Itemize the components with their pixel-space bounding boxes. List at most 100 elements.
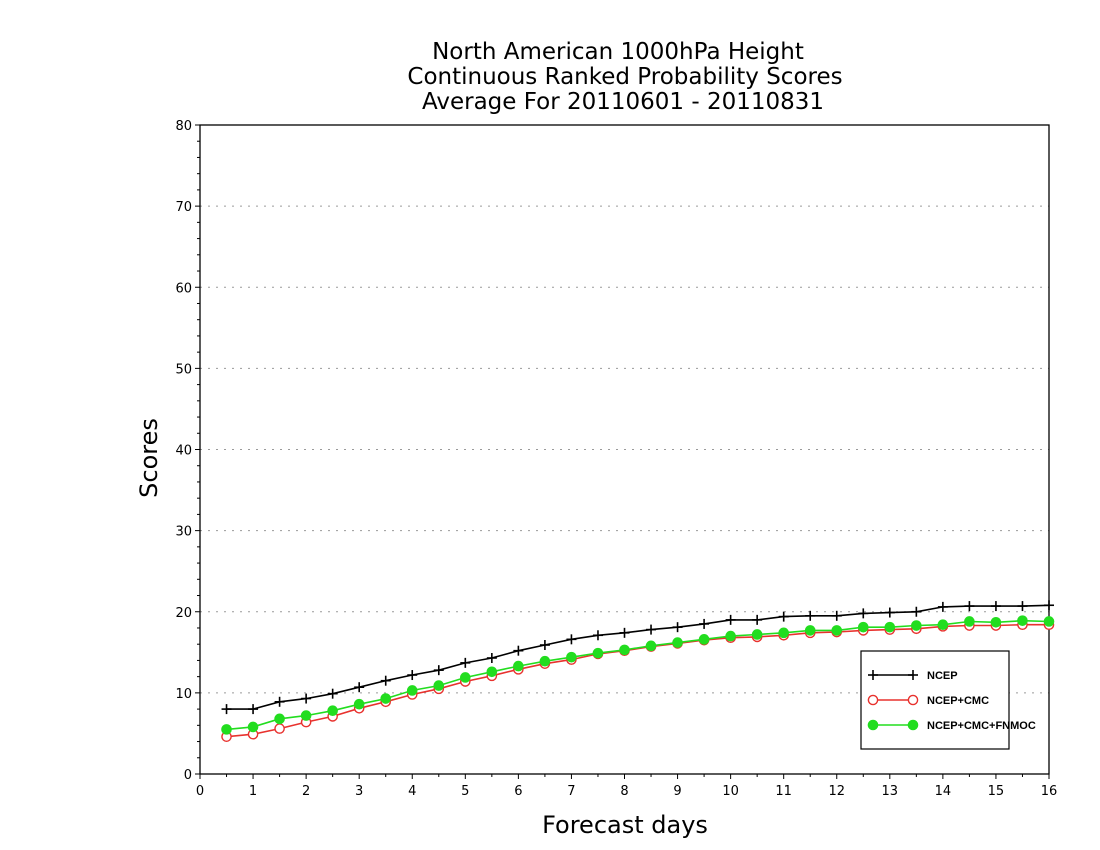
data-point — [460, 657, 471, 668]
x-tick-label: 1 — [249, 784, 257, 799]
data-point — [672, 637, 683, 648]
data-point — [1017, 615, 1028, 626]
chart-title-line-1: North American 1000hPa Height — [432, 39, 804, 65]
x-tick-label: 16 — [1041, 784, 1058, 799]
x-tick-label: 12 — [828, 784, 845, 799]
data-point — [1017, 601, 1028, 612]
legend-marker — [908, 670, 918, 680]
legend-marker — [867, 694, 879, 706]
y-tick-label: 50 — [175, 362, 192, 377]
x-tick-label: 11 — [775, 784, 792, 799]
legend-label: NCEP+CMC+FNMOC — [927, 720, 1036, 732]
data-point — [592, 647, 604, 659]
y-tick-label: 80 — [175, 119, 192, 134]
data-point — [857, 621, 869, 633]
y-tick-label: 20 — [175, 606, 192, 621]
data-point — [619, 627, 630, 638]
data-point — [1043, 616, 1055, 627]
data-point — [433, 680, 445, 691]
y-tick-label: 40 — [175, 444, 192, 459]
legend-marker — [868, 670, 878, 680]
y-tick-label: 30 — [175, 525, 192, 540]
x-tick-label: 8 — [620, 784, 628, 799]
data-point — [858, 608, 869, 619]
data-point — [300, 710, 312, 721]
data-point — [301, 693, 312, 704]
data-point — [804, 625, 816, 636]
data-point — [805, 610, 816, 621]
x-tick-label: 14 — [935, 784, 952, 799]
data-point — [486, 652, 497, 663]
y-tick-label: 70 — [175, 200, 192, 215]
data-point — [619, 644, 630, 656]
x-tick-label: 13 — [882, 784, 899, 799]
data-point — [698, 634, 710, 645]
data-point — [566, 634, 577, 645]
data-point — [646, 624, 657, 635]
data-point — [247, 721, 259, 733]
data-point — [353, 698, 365, 710]
data-point — [911, 606, 922, 617]
data-point — [327, 688, 338, 699]
data-point — [433, 665, 444, 676]
legend-label: NCEP — [927, 670, 958, 682]
data-point — [884, 621, 896, 633]
x-tick-label: 10 — [722, 784, 739, 799]
data-point — [990, 616, 1002, 628]
data-point — [248, 704, 259, 715]
x-tick-label: 4 — [408, 784, 416, 799]
data-point — [699, 618, 710, 629]
legend: NCEP NCEP+CMC NCEP+CMC+FNMOC — [860, 650, 1036, 750]
data-point — [964, 616, 975, 627]
y-tick-label: 10 — [175, 687, 192, 702]
x-tick-label: 5 — [461, 784, 469, 799]
data-point — [725, 614, 736, 625]
x-tick-label: 2 — [302, 784, 310, 799]
data-point — [274, 723, 285, 734]
data-point — [327, 705, 338, 717]
data-point — [539, 655, 551, 667]
data-point — [486, 666, 498, 678]
x-tick-label: 7 — [567, 784, 575, 799]
x-tick-label: 0 — [196, 784, 204, 799]
x-tick-label: 9 — [673, 784, 681, 799]
chart-title-line-3: Average For 20110601 - 20110831 — [422, 89, 824, 115]
series-ncep — [221, 600, 1054, 715]
data-point — [460, 672, 471, 683]
data-point — [778, 611, 789, 622]
data-point — [1044, 600, 1054, 611]
series-group — [221, 600, 1055, 742]
data-point — [274, 696, 285, 707]
data-point — [778, 627, 789, 639]
data-point — [937, 601, 948, 612]
series-ncep-cmc-fnmoc — [221, 615, 1055, 735]
data-point — [406, 685, 418, 696]
data-point — [752, 614, 763, 625]
data-point — [884, 607, 895, 618]
data-point — [751, 629, 763, 640]
data-point — [566, 651, 577, 663]
data-point — [407, 670, 418, 681]
data-point — [592, 630, 603, 641]
data-point — [990, 601, 1001, 612]
data-point — [513, 645, 524, 656]
legend-marker — [867, 719, 879, 731]
x-tick-label: 3 — [355, 784, 363, 799]
data-point — [513, 660, 524, 672]
data-point — [221, 724, 232, 735]
x-tick-label: 6 — [514, 784, 522, 799]
data-point — [354, 682, 365, 693]
data-point — [937, 619, 949, 631]
data-point — [539, 640, 550, 651]
data-point — [274, 713, 285, 725]
data-point — [645, 640, 657, 652]
x-axis-title: Forecast days — [542, 811, 708, 839]
chart-title: North American 1000hPa Height Continuous… — [407, 39, 842, 115]
y-axis-title: Scores — [135, 418, 163, 498]
data-point — [672, 622, 683, 633]
data-point — [221, 704, 232, 715]
gridlines — [200, 205, 1049, 694]
data-point — [964, 601, 975, 612]
